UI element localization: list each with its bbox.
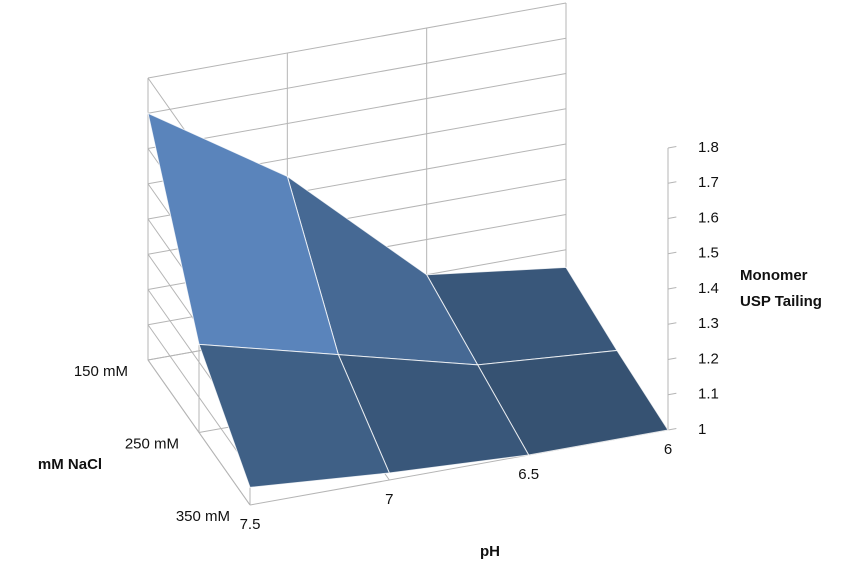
x-tick-label: 6 <box>664 441 672 458</box>
z-axis-label: USP Tailing <box>740 293 822 310</box>
x-tick-label: 6.5 <box>518 466 539 483</box>
y-tick-label: 250 mM <box>125 435 179 452</box>
x-axis-label: pH <box>480 543 500 560</box>
z-tick <box>667 216 677 219</box>
x-tick-label: 7 <box>385 491 393 508</box>
z-tick <box>667 357 677 360</box>
surface-cell <box>198 343 391 488</box>
grid-line <box>147 73 567 149</box>
grid-line <box>147 2 567 79</box>
z-tick <box>667 181 677 184</box>
z-tick <box>667 322 677 325</box>
z-tick-label: 1.6 <box>698 209 719 226</box>
z-tick-label: 1.2 <box>698 350 719 367</box>
grid-line <box>147 37 567 114</box>
z-tick-label: 1.5 <box>698 245 719 262</box>
y-tick-label: 350 mM <box>176 508 230 525</box>
z-tick-label: 1.7 <box>698 174 719 191</box>
z-tick <box>667 287 677 290</box>
z-tick <box>667 392 677 396</box>
y-tick-label: 150 mM <box>74 363 128 380</box>
z-tick-label: 1.1 <box>698 386 719 403</box>
z-tick-label: 1 <box>698 421 706 438</box>
z-tick-label: 1.8 <box>698 139 719 156</box>
z-tick-label: 1.3 <box>698 315 719 332</box>
x-tick-label: 7.5 <box>240 516 261 533</box>
z-tick <box>667 428 677 431</box>
z-axis-label: Monomer <box>740 267 808 284</box>
y-axis-label: mM NaCl <box>38 456 102 473</box>
z-tick <box>667 251 677 255</box>
z-tick <box>667 146 677 149</box>
z-tick-label: 1.4 <box>698 280 719 297</box>
